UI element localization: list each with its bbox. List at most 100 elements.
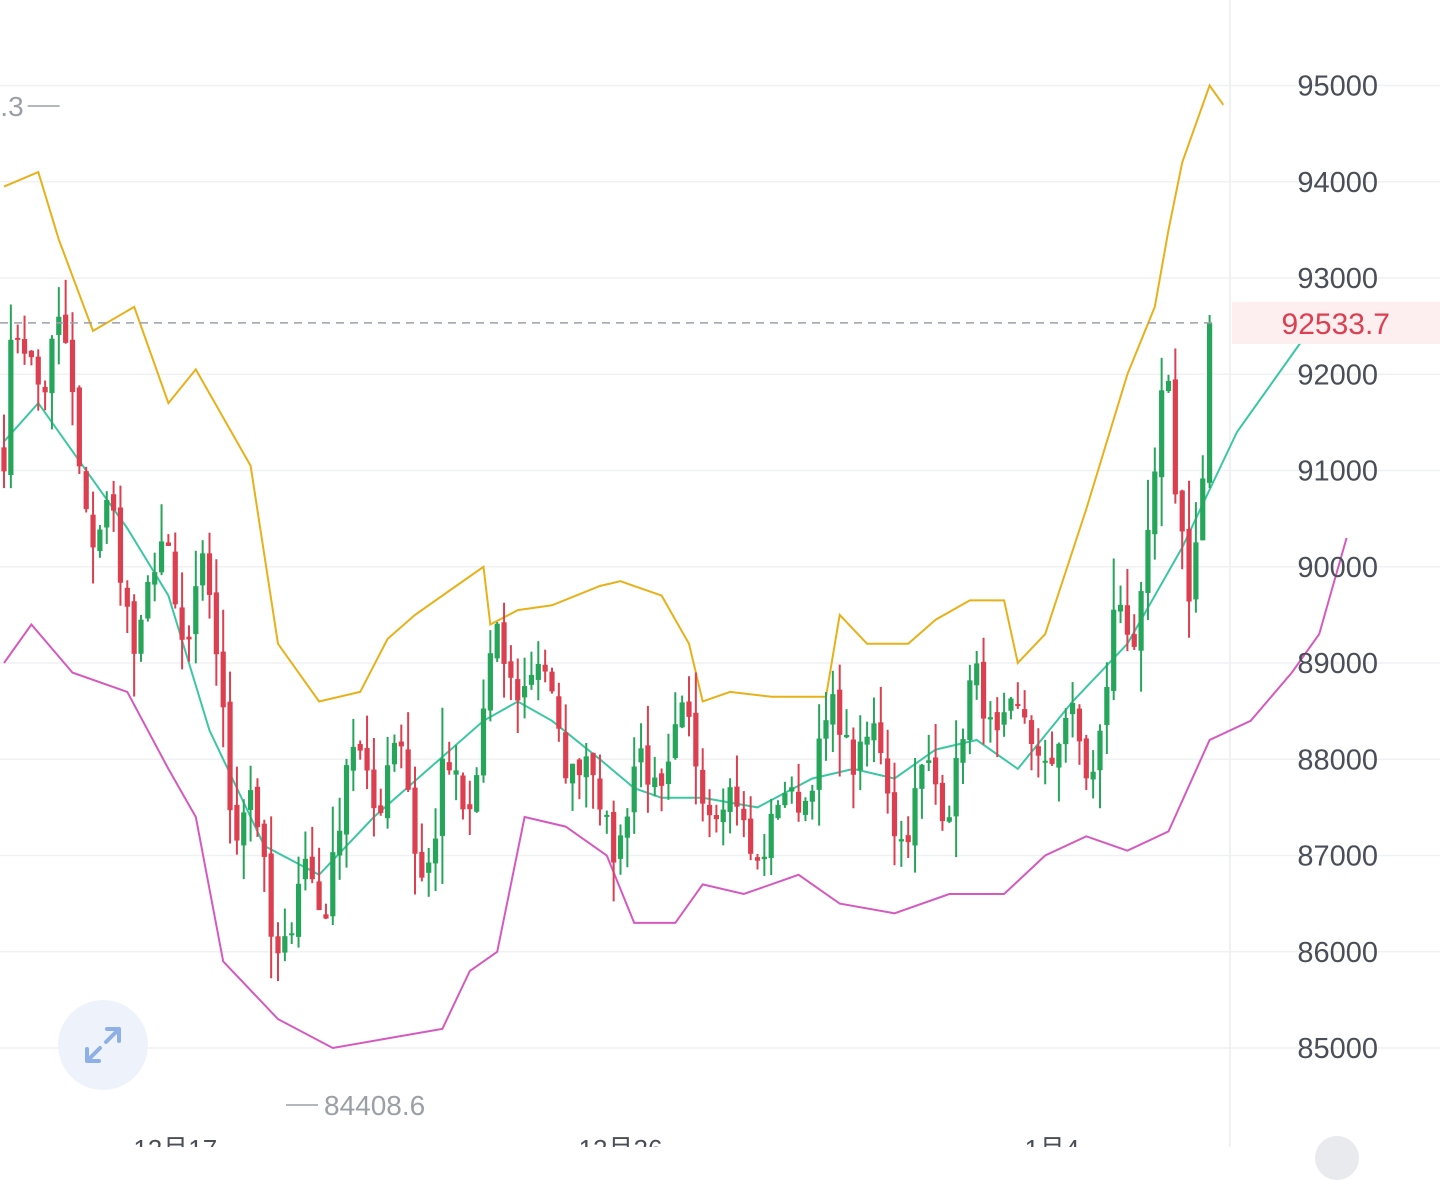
candle-body — [522, 686, 528, 698]
candle-body — [241, 812, 247, 846]
candle-body — [145, 581, 151, 619]
candle-body — [864, 736, 870, 745]
candle-body — [206, 553, 213, 595]
extreme-annotations: 94760.3 84408.6 — [0, 91, 425, 1121]
candle-body — [528, 674, 535, 685]
candle-body — [21, 339, 28, 354]
price-tick-label: 87000 — [1297, 841, 1378, 873]
candle-body — [590, 752, 596, 776]
candle-body — [960, 739, 966, 763]
candle-body — [816, 738, 822, 790]
candle-body — [672, 724, 678, 759]
candle-body — [1200, 478, 1206, 541]
candle-body — [1001, 712, 1007, 725]
candle-body — [439, 758, 445, 836]
candle-body — [309, 856, 315, 880]
candle-body — [1063, 717, 1069, 745]
candle-body — [905, 835, 911, 843]
candle-body — [275, 936, 281, 954]
candle-body — [898, 839, 904, 842]
candle-body — [919, 764, 925, 789]
candle-body — [782, 793, 788, 806]
chart-scroll-handle[interactable] — [1315, 1136, 1359, 1180]
candle-body — [213, 592, 219, 655]
candle-body — [220, 651, 226, 708]
price-tick-label: 95000 — [1297, 71, 1378, 103]
candle-body — [912, 788, 918, 846]
bollinger-upper-line — [3, 83, 1225, 703]
candle-body — [35, 356, 41, 385]
candle-body — [227, 701, 233, 811]
candle-body — [83, 471, 89, 510]
candle-body — [611, 811, 617, 863]
price-tick-label: 86000 — [1297, 937, 1378, 969]
candle-body — [378, 805, 384, 813]
candle-body — [1070, 702, 1076, 715]
price-tick-label: 92000 — [1297, 359, 1378, 391]
candle-body — [761, 856, 767, 860]
candle-body — [556, 696, 562, 729]
candle-body — [1152, 471, 1158, 535]
candle-body — [261, 823, 267, 857]
candle-body — [186, 636, 192, 640]
candle-body — [97, 529, 103, 552]
candle-body — [823, 720, 829, 739]
candle-body — [1159, 390, 1165, 478]
candle-body — [638, 748, 644, 763]
candle-body — [460, 775, 466, 810]
candle-body — [1124, 605, 1130, 635]
candle-body — [926, 760, 932, 763]
candle-body — [1056, 743, 1062, 768]
candle-body — [857, 741, 863, 771]
candle-body — [1008, 698, 1014, 711]
candle-body — [563, 732, 569, 779]
candle-body — [111, 494, 117, 511]
bollinger-lower-line — [3, 537, 1348, 1050]
candle-body — [508, 661, 514, 678]
candle-body — [1042, 760, 1048, 763]
grid-lines — [0, 84, 1440, 1049]
candle-body — [871, 723, 877, 741]
time-tick-label: 12月26 — [579, 1134, 663, 1147]
candle-body — [248, 790, 254, 810]
candle-body — [165, 542, 171, 546]
candle-body — [138, 619, 144, 654]
candle-body — [665, 761, 672, 785]
candle-body — [1, 447, 7, 472]
price-tick-label: 94000 — [1297, 167, 1378, 199]
candle-body — [419, 851, 425, 878]
candle-body — [316, 881, 322, 911]
candle-body — [323, 914, 329, 919]
candle-body — [953, 758, 959, 817]
candle-body — [398, 741, 404, 747]
candle-body — [1165, 380, 1172, 392]
expand-chart-button[interactable] — [58, 1000, 148, 1090]
candle-body — [837, 689, 843, 735]
candle-body — [597, 778, 603, 810]
price-tick-label: 91000 — [1297, 456, 1378, 488]
candle-body — [967, 680, 973, 741]
candle-body — [193, 586, 199, 635]
last-price-label: 92533.7 — [1282, 308, 1390, 341]
candle-body — [939, 782, 946, 822]
last-price-marker: 92533.7 — [0, 301, 1440, 344]
candle-body — [1138, 591, 1144, 651]
candle-body — [104, 499, 110, 528]
candle-body — [1097, 730, 1103, 771]
candle-body — [343, 765, 350, 835]
candle-body — [330, 852, 336, 917]
candle-body — [631, 766, 637, 813]
candle-body — [8, 339, 14, 476]
candle-body — [282, 936, 288, 953]
candle-body — [405, 749, 411, 790]
candle-body — [659, 773, 665, 786]
candle-body — [302, 858, 308, 880]
candle-body — [63, 314, 69, 343]
candle-body — [90, 514, 96, 548]
candle-body — [1111, 609, 1117, 691]
candle-body — [131, 601, 137, 654]
candle-body — [15, 337, 21, 340]
candlestick-chart[interactable]: 95000 94000 93000 92000 91000 90000 89000 88000… — [0, 0, 1440, 1147]
candle-body — [446, 762, 452, 771]
candle-body — [1104, 687, 1110, 725]
